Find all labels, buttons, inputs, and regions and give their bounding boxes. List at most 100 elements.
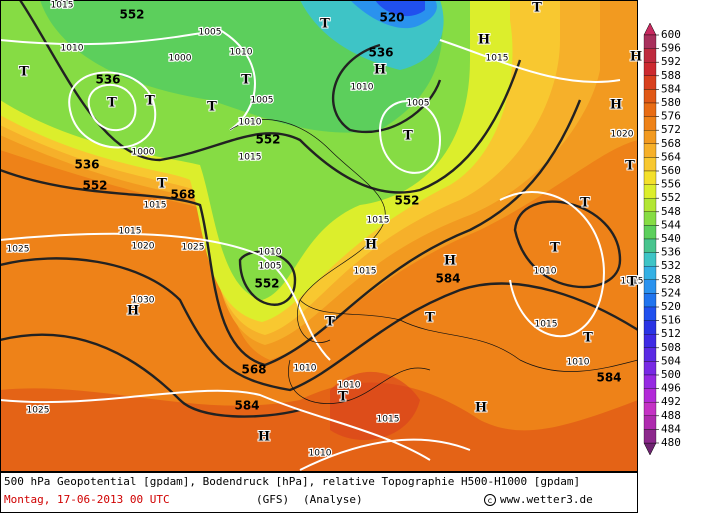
geopotential-label: 536	[368, 46, 393, 60]
colorbar-label: 500	[661, 368, 681, 381]
footer-description: 500 hPa Geopotential [gpdam], Bodendruck…	[4, 475, 580, 488]
colorbar: 6005965925885845805765725685645605565525…	[643, 22, 681, 456]
pressure-center: T	[625, 159, 635, 174]
pressure-center: T	[532, 1, 542, 16]
pressure-label: 1005	[251, 96, 274, 106]
pressure-center: H	[478, 33, 490, 48]
pressure-center: H	[374, 63, 386, 78]
copyright-icon	[484, 494, 496, 506]
footer-run: (Analyse)	[303, 493, 363, 506]
pressure-center: H	[475, 401, 487, 416]
colorbar-label: 544	[661, 218, 681, 231]
pressure-center: H	[258, 430, 270, 445]
map-border	[0, 0, 638, 472]
field-588	[330, 371, 420, 440]
colorbar-label: 596	[661, 42, 681, 55]
colorbar-label: 576	[661, 110, 681, 123]
colorbar-cell	[643, 211, 657, 226]
colorbar-cell	[643, 252, 657, 267]
colorbar-cell	[643, 75, 657, 90]
colorbar-cell	[643, 130, 657, 144]
pressure-label: 1015	[119, 227, 142, 237]
pressure-label: 1010	[534, 267, 557, 277]
colorbar-cell	[643, 347, 657, 362]
pressure-label: 1005	[259, 262, 282, 272]
geopotential-label: 536	[74, 158, 99, 172]
pressure-label: 1015	[621, 277, 644, 287]
footer-box	[0, 472, 638, 513]
colorbar-cell	[643, 116, 657, 131]
pressure-center: T	[583, 331, 593, 346]
colorbar-label: 512	[661, 327, 681, 340]
pressure-center: T	[19, 65, 29, 80]
footer-model: (GFS)	[256, 493, 289, 506]
colorbar-cell	[643, 48, 657, 63]
pressure-center: T	[157, 177, 167, 192]
pressure-label: 1015	[377, 415, 400, 425]
colorbar-label: 556	[661, 178, 681, 191]
colorbar-label: 592	[661, 55, 681, 68]
colorbar-label: 552	[661, 191, 681, 204]
colorbar-cell	[643, 184, 657, 199]
colorbar-cell	[643, 361, 657, 376]
colorbar-label: 536	[661, 246, 681, 259]
colorbar-label: 484	[661, 422, 681, 435]
colorbar-label: 492	[661, 395, 681, 408]
geopotential-label: 552	[254, 277, 279, 291]
geopotential-label: 552	[394, 194, 419, 208]
pressure-center: T	[338, 390, 348, 405]
colorbar-cell	[643, 429, 657, 444]
geopotential-label: 552	[82, 179, 107, 193]
pressure-center: T	[580, 196, 590, 211]
pressure-center: T	[403, 129, 413, 144]
pressure-center: H	[610, 98, 622, 113]
map-labels: 552 520 536 536 536 552 552 568 552 552 568 584 584 5…	[5, 0, 644, 460]
pressure-label: 1010	[239, 118, 262, 128]
colorbar-cell	[643, 415, 657, 430]
pressure-label: 1010	[567, 358, 590, 368]
geopotential-label: 520	[379, 11, 404, 25]
geopotential-label: 584	[435, 272, 460, 286]
pressure-center: T	[325, 315, 335, 330]
footer-date: Montag, 17-06-2013 00 UTC	[4, 493, 170, 506]
pressure-label: 1015	[354, 267, 377, 277]
pressure-center: T	[207, 100, 217, 115]
pressure-label: 1010	[309, 449, 332, 459]
pressure-label: 1025	[7, 245, 30, 255]
colorbar-label: 496	[661, 382, 681, 395]
geopotential-label: 568	[170, 188, 195, 202]
colorbar-cell	[643, 89, 657, 104]
pressure-label: 1010	[61, 44, 84, 54]
pressure-label: 1005	[407, 99, 430, 109]
colorbar-label: 564	[661, 150, 681, 163]
colorbar-cell	[643, 402, 657, 416]
colorbar-label: 480	[661, 436, 681, 449]
pressure-center: H	[365, 238, 377, 253]
pressure-label: 1020	[132, 242, 155, 252]
geopotential-label: 584	[234, 399, 259, 413]
geopotential-label: 552	[255, 133, 280, 147]
colorbar-label: 524	[661, 286, 681, 299]
colorbar-cell	[643, 143, 657, 158]
pressure-label: 1010	[259, 248, 282, 258]
pressure-label: 1015	[486, 54, 509, 64]
pressure-center: T	[241, 73, 251, 88]
pressure-center: T	[145, 94, 155, 109]
colorbar-label: 580	[661, 96, 681, 109]
pressure-label: 1015	[144, 201, 167, 211]
pressure-center: T	[107, 96, 117, 111]
pressure-center: T	[320, 17, 330, 32]
pressure-label: 1000	[169, 54, 192, 64]
colorbar-cell	[643, 102, 657, 117]
colorbar-cell	[643, 306, 657, 321]
colorbar-label: 588	[661, 69, 681, 82]
colorbar-label: 520	[661, 300, 681, 313]
colorbar-bottom-arrow	[643, 442, 657, 456]
geopotential-label: 536	[95, 73, 120, 87]
geopotential-label: 552	[119, 8, 144, 22]
colorbar-label: 540	[661, 232, 681, 245]
pressure-center: H	[127, 304, 139, 319]
colorbar-cell	[643, 157, 657, 172]
colorbar-label: 572	[661, 123, 681, 136]
